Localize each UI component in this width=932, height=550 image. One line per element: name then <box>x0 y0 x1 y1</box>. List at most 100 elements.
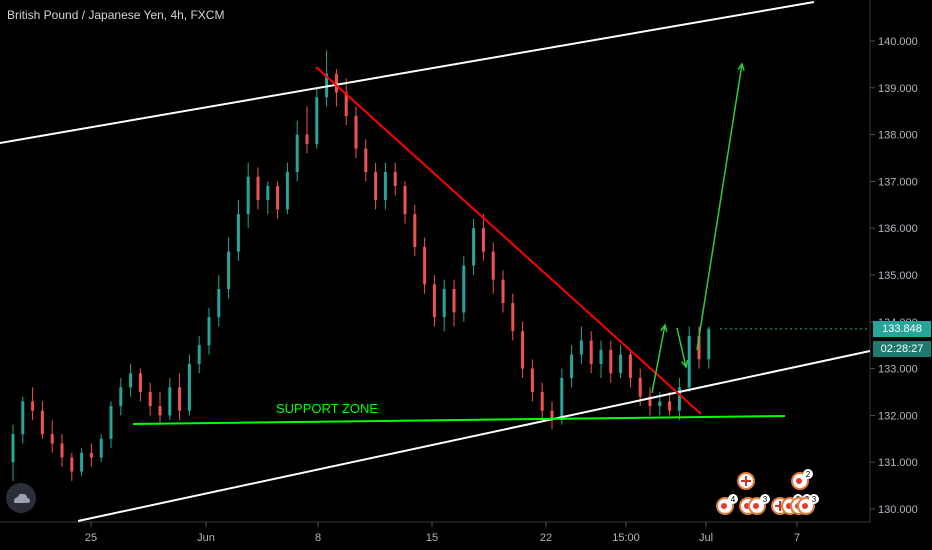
candle-body <box>344 92 348 116</box>
candle-body <box>227 251 231 290</box>
candle-body <box>187 363 191 411</box>
candle-body <box>138 373 142 392</box>
candle-body <box>570 354 574 378</box>
candle-body <box>276 186 280 210</box>
event-dot <box>753 503 759 509</box>
candle-body <box>266 186 270 201</box>
price-tick-label: 140.000 <box>878 36 918 48</box>
candle-body <box>619 354 623 374</box>
time-tick-label: Jul <box>699 532 713 544</box>
support-zone-line <box>132 415 786 425</box>
candle-body <box>677 387 681 411</box>
event-count-label: 4 <box>731 495 736 504</box>
event-dot <box>796 478 802 484</box>
candle-body <box>442 289 446 318</box>
candle-body <box>491 251 495 280</box>
price-tick-label: 139.000 <box>878 83 918 95</box>
projection-arrow-up-1-head <box>660 323 668 332</box>
projection-arrow-down <box>676 327 687 368</box>
candle-body <box>70 457 74 472</box>
cloud-icon <box>14 493 30 503</box>
candle-body <box>256 176 260 201</box>
descending-trend-line <box>315 66 702 415</box>
candle-body <box>60 443 64 458</box>
candle-body <box>315 97 319 144</box>
time-tick-label: 22 <box>540 532 552 544</box>
candle-body <box>246 176 250 215</box>
candle-body <box>452 289 456 313</box>
candle-body <box>295 134 299 173</box>
candle-body <box>638 377 642 397</box>
candle-body <box>560 377 564 421</box>
candle-body <box>305 134 309 144</box>
event-count-label: 2 <box>806 470 811 479</box>
candle-body <box>687 335 691 388</box>
candle-body <box>393 172 397 187</box>
candle-body <box>599 349 603 364</box>
candle-body <box>178 387 182 411</box>
price-tick-label: 137.000 <box>878 176 918 188</box>
candle-body <box>99 438 103 458</box>
candle-body <box>236 214 240 252</box>
candle-body <box>354 115 358 149</box>
candle-body <box>158 406 162 416</box>
projection-arrow-up-2-head <box>737 62 745 71</box>
time-tick-label: 7 <box>794 532 800 544</box>
support-zone-label: SUPPORT ZONE <box>276 401 378 416</box>
tradingview-logo[interactable] <box>6 483 36 513</box>
candle-body <box>540 392 544 411</box>
candle-body <box>501 279 505 304</box>
time-tick-label: 8 <box>315 532 321 544</box>
event-count-badge <box>809 494 819 504</box>
projection-arrow-up-2 <box>696 63 743 351</box>
candle-body <box>697 335 701 360</box>
candle-body <box>648 396 652 407</box>
candle-body <box>511 303 515 332</box>
candle-body <box>579 340 583 355</box>
candle-body <box>207 317 211 346</box>
candle-body <box>197 345 201 364</box>
candle-body <box>217 289 221 318</box>
price-tick-label: 135.000 <box>878 270 918 282</box>
countdown-tag: 02:28:27 <box>873 341 931 357</box>
candle-body <box>589 340 593 364</box>
candle-body <box>462 265 466 313</box>
candle-body <box>285 172 289 210</box>
candle-body <box>658 401 662 407</box>
candle-body <box>472 228 476 266</box>
time-tick-label: 15 <box>426 532 438 544</box>
price-tick-label: 136.000 <box>878 223 918 235</box>
candle-body <box>40 410 44 435</box>
candle-body <box>21 401 25 435</box>
candle-body <box>707 328 711 360</box>
candle-body <box>50 434 54 444</box>
price-tick-label: 130.000 <box>878 504 918 516</box>
candle-body <box>89 452 93 458</box>
event-count-label: 3 <box>763 495 768 504</box>
candles-group <box>11 50 711 481</box>
time-tick-label: 15:00 <box>612 532 640 544</box>
symbol-title: British Pound / Japanese Yen, 4h, FXCM <box>7 8 225 22</box>
candle-body <box>550 410 554 421</box>
candle-body <box>403 186 407 215</box>
event-count-label: 3 <box>812 495 817 504</box>
candle-body <box>530 368 534 392</box>
price-tick-label: 133.000 <box>878 364 918 376</box>
time-tick-label: Jun <box>197 532 215 544</box>
candle-body <box>31 401 35 411</box>
price-tick-label: 132.000 <box>878 410 918 422</box>
event-count-badge <box>760 494 770 504</box>
candle-body <box>521 331 525 369</box>
candle-body <box>413 214 417 247</box>
lower-channel-line <box>77 350 871 522</box>
candle-body <box>432 284 436 318</box>
event-markers-group: 243323 <box>716 469 819 515</box>
candle-body <box>109 406 113 439</box>
event-count-badge <box>728 494 738 504</box>
candle-body <box>374 172 378 201</box>
candle-body <box>628 354 632 378</box>
time-tick-label: 25 <box>85 532 97 544</box>
last-price-tag: 133.848 <box>873 321 931 337</box>
candle-body <box>168 387 172 416</box>
